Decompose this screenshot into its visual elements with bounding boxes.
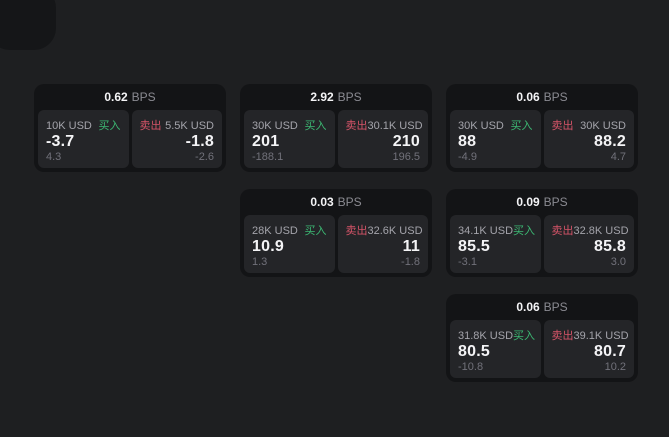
bps-value: 0.06: [516, 90, 540, 104]
sell-panel[interactable]: 卖出 32.8K USD 85.8 3.0: [543, 215, 634, 273]
bps-unit: BPS: [543, 195, 568, 209]
sell-side-label: 卖出: [551, 330, 574, 342]
buy-sub-value: 1.3: [252, 256, 268, 268]
sell-amount: 32.8K USD: [573, 225, 629, 237]
bps-unit: BPS: [337, 90, 362, 104]
sell-sub-value: 196.5: [392, 151, 420, 163]
quote-panels: 30K USD 买入 88 -4.9 卖出 30K USD 88.2 4.7: [450, 110, 634, 168]
buy-side-label: 买入: [510, 120, 533, 132]
quote-card: 0.09 BPS 34.1K USD 买入 85.5 -3.1 卖出 32.8K …: [446, 189, 638, 277]
buy-main-value: 201: [252, 133, 280, 150]
quote-card: 2.92 BPS 30K USD 买入 201 -188.1 卖出 30.1K U…: [240, 84, 432, 172]
card-header: 2.92 BPS: [240, 84, 432, 110]
sell-amount: 5.5K USD: [165, 120, 214, 132]
quote-card: 0.06 BPS 30K USD 买入 88 -4.9 卖出 30K USD 88…: [446, 84, 638, 172]
bps-unit: BPS: [543, 90, 568, 104]
buy-panel[interactable]: 31.8K USD 买入 80.5 -10.8: [450, 320, 541, 378]
bps-value: 0.06: [516, 300, 540, 314]
sell-main-value: 80.7: [594, 343, 626, 360]
sell-side-label: 卖出: [345, 120, 368, 132]
sell-side-label: 卖出: [551, 120, 574, 132]
app-icon[interactable]: [0, 0, 56, 50]
sell-amount: 39.1K USD: [573, 330, 629, 342]
buy-amount: 30K USD: [458, 120, 504, 132]
bps-value: 0.09: [516, 195, 540, 209]
buy-main-value: 80.5: [458, 343, 490, 360]
buy-amount: 30K USD: [252, 120, 298, 132]
card-header: 0.03 BPS: [240, 189, 432, 215]
quote-panels: 30K USD 买入 201 -188.1 卖出 30.1K USD 210 1…: [244, 110, 428, 168]
sell-sub-value: -2.6: [195, 151, 214, 163]
bps-value: 0.62: [104, 90, 128, 104]
bps-value: 2.92: [310, 90, 334, 104]
buy-side-label: 买入: [513, 330, 536, 342]
quote-panels: 28K USD 买入 10.9 1.3 卖出 32.6K USD 11 -1.8: [244, 215, 428, 273]
buy-amount: 10K USD: [46, 120, 92, 132]
quote-panels: 34.1K USD 买入 85.5 -3.1 卖出 32.8K USD 85.8…: [450, 215, 634, 273]
sell-sub-value: -1.8: [401, 256, 420, 268]
sell-sub-value: 3.0: [610, 256, 626, 268]
quote-card: 0.03 BPS 28K USD 买入 10.9 1.3 卖出 32.6K USD…: [240, 189, 432, 277]
buy-main-value: 10.9: [252, 238, 284, 255]
sell-amount: 30K USD: [580, 120, 626, 132]
sell-side-label: 卖出: [139, 120, 162, 132]
sell-main-value: 210: [392, 133, 420, 150]
buy-panel[interactable]: 28K USD 买入 10.9 1.3: [244, 215, 335, 273]
sell-main-value: 88.2: [594, 133, 626, 150]
sell-amount: 32.6K USD: [367, 225, 423, 237]
buy-amount: 34.1K USD: [458, 225, 514, 237]
buy-panel[interactable]: 34.1K USD 买入 85.5 -3.1: [450, 215, 541, 273]
card-header: 0.06 BPS: [446, 84, 638, 110]
buy-panel[interactable]: 30K USD 买入 88 -4.9: [450, 110, 541, 168]
sell-panel[interactable]: 卖出 39.1K USD 80.7 10.2: [543, 320, 634, 378]
quote-card: 0.62 BPS 10K USD 买入 -3.7 4.3 卖出 5.5K USD …: [34, 84, 226, 172]
bps-unit: BPS: [131, 90, 156, 104]
sell-sub-value: 10.2: [604, 361, 626, 373]
sell-panel[interactable]: 卖出 30.1K USD 210 196.5: [337, 110, 428, 168]
card-header: 0.06 BPS: [446, 294, 638, 320]
card-header: 0.62 BPS: [34, 84, 226, 110]
buy-side-label: 买入: [98, 120, 121, 132]
buy-panel[interactable]: 10K USD 买入 -3.7 4.3: [38, 110, 129, 168]
sell-main-value: -1.8: [185, 133, 214, 150]
quote-panels: 10K USD 买入 -3.7 4.3 卖出 5.5K USD -1.8 -2.…: [38, 110, 222, 168]
buy-amount: 31.8K USD: [458, 330, 514, 342]
buy-main-value: -3.7: [46, 133, 75, 150]
sell-panel[interactable]: 卖出 30K USD 88.2 4.7: [543, 110, 634, 168]
sell-amount: 30.1K USD: [367, 120, 423, 132]
sell-sub-value: 4.7: [610, 151, 626, 163]
buy-amount: 28K USD: [252, 225, 298, 237]
sell-side-label: 卖出: [551, 225, 574, 237]
sell-main-value: 11: [402, 238, 420, 255]
buy-side-label: 买入: [304, 120, 327, 132]
sell-panel[interactable]: 卖出 32.6K USD 11 -1.8: [337, 215, 428, 273]
sell-side-label: 卖出: [345, 225, 368, 237]
quote-panels: 31.8K USD 买入 80.5 -10.8 卖出 39.1K USD 80.…: [450, 320, 634, 378]
buy-side-label: 买入: [304, 225, 327, 237]
buy-side-label: 买入: [513, 225, 536, 237]
bps-unit: BPS: [543, 300, 568, 314]
sell-panel[interactable]: 卖出 5.5K USD -1.8 -2.6: [131, 110, 222, 168]
buy-panel[interactable]: 30K USD 买入 201 -188.1: [244, 110, 335, 168]
buy-main-value: 88: [458, 133, 477, 150]
buy-sub-value: -4.9: [458, 151, 477, 163]
buy-main-value: 85.5: [458, 238, 490, 255]
buy-sub-value: 4.3: [46, 151, 62, 163]
quote-card: 0.06 BPS 31.8K USD 买入 80.5 -10.8 卖出 39.1K…: [446, 294, 638, 382]
buy-sub-value: -3.1: [458, 256, 477, 268]
sell-main-value: 85.8: [594, 238, 626, 255]
bps-value: 0.03: [310, 195, 334, 209]
card-header: 0.09 BPS: [446, 189, 638, 215]
bps-unit: BPS: [337, 195, 362, 209]
buy-sub-value: -10.8: [458, 361, 484, 373]
buy-sub-value: -188.1: [252, 151, 284, 163]
